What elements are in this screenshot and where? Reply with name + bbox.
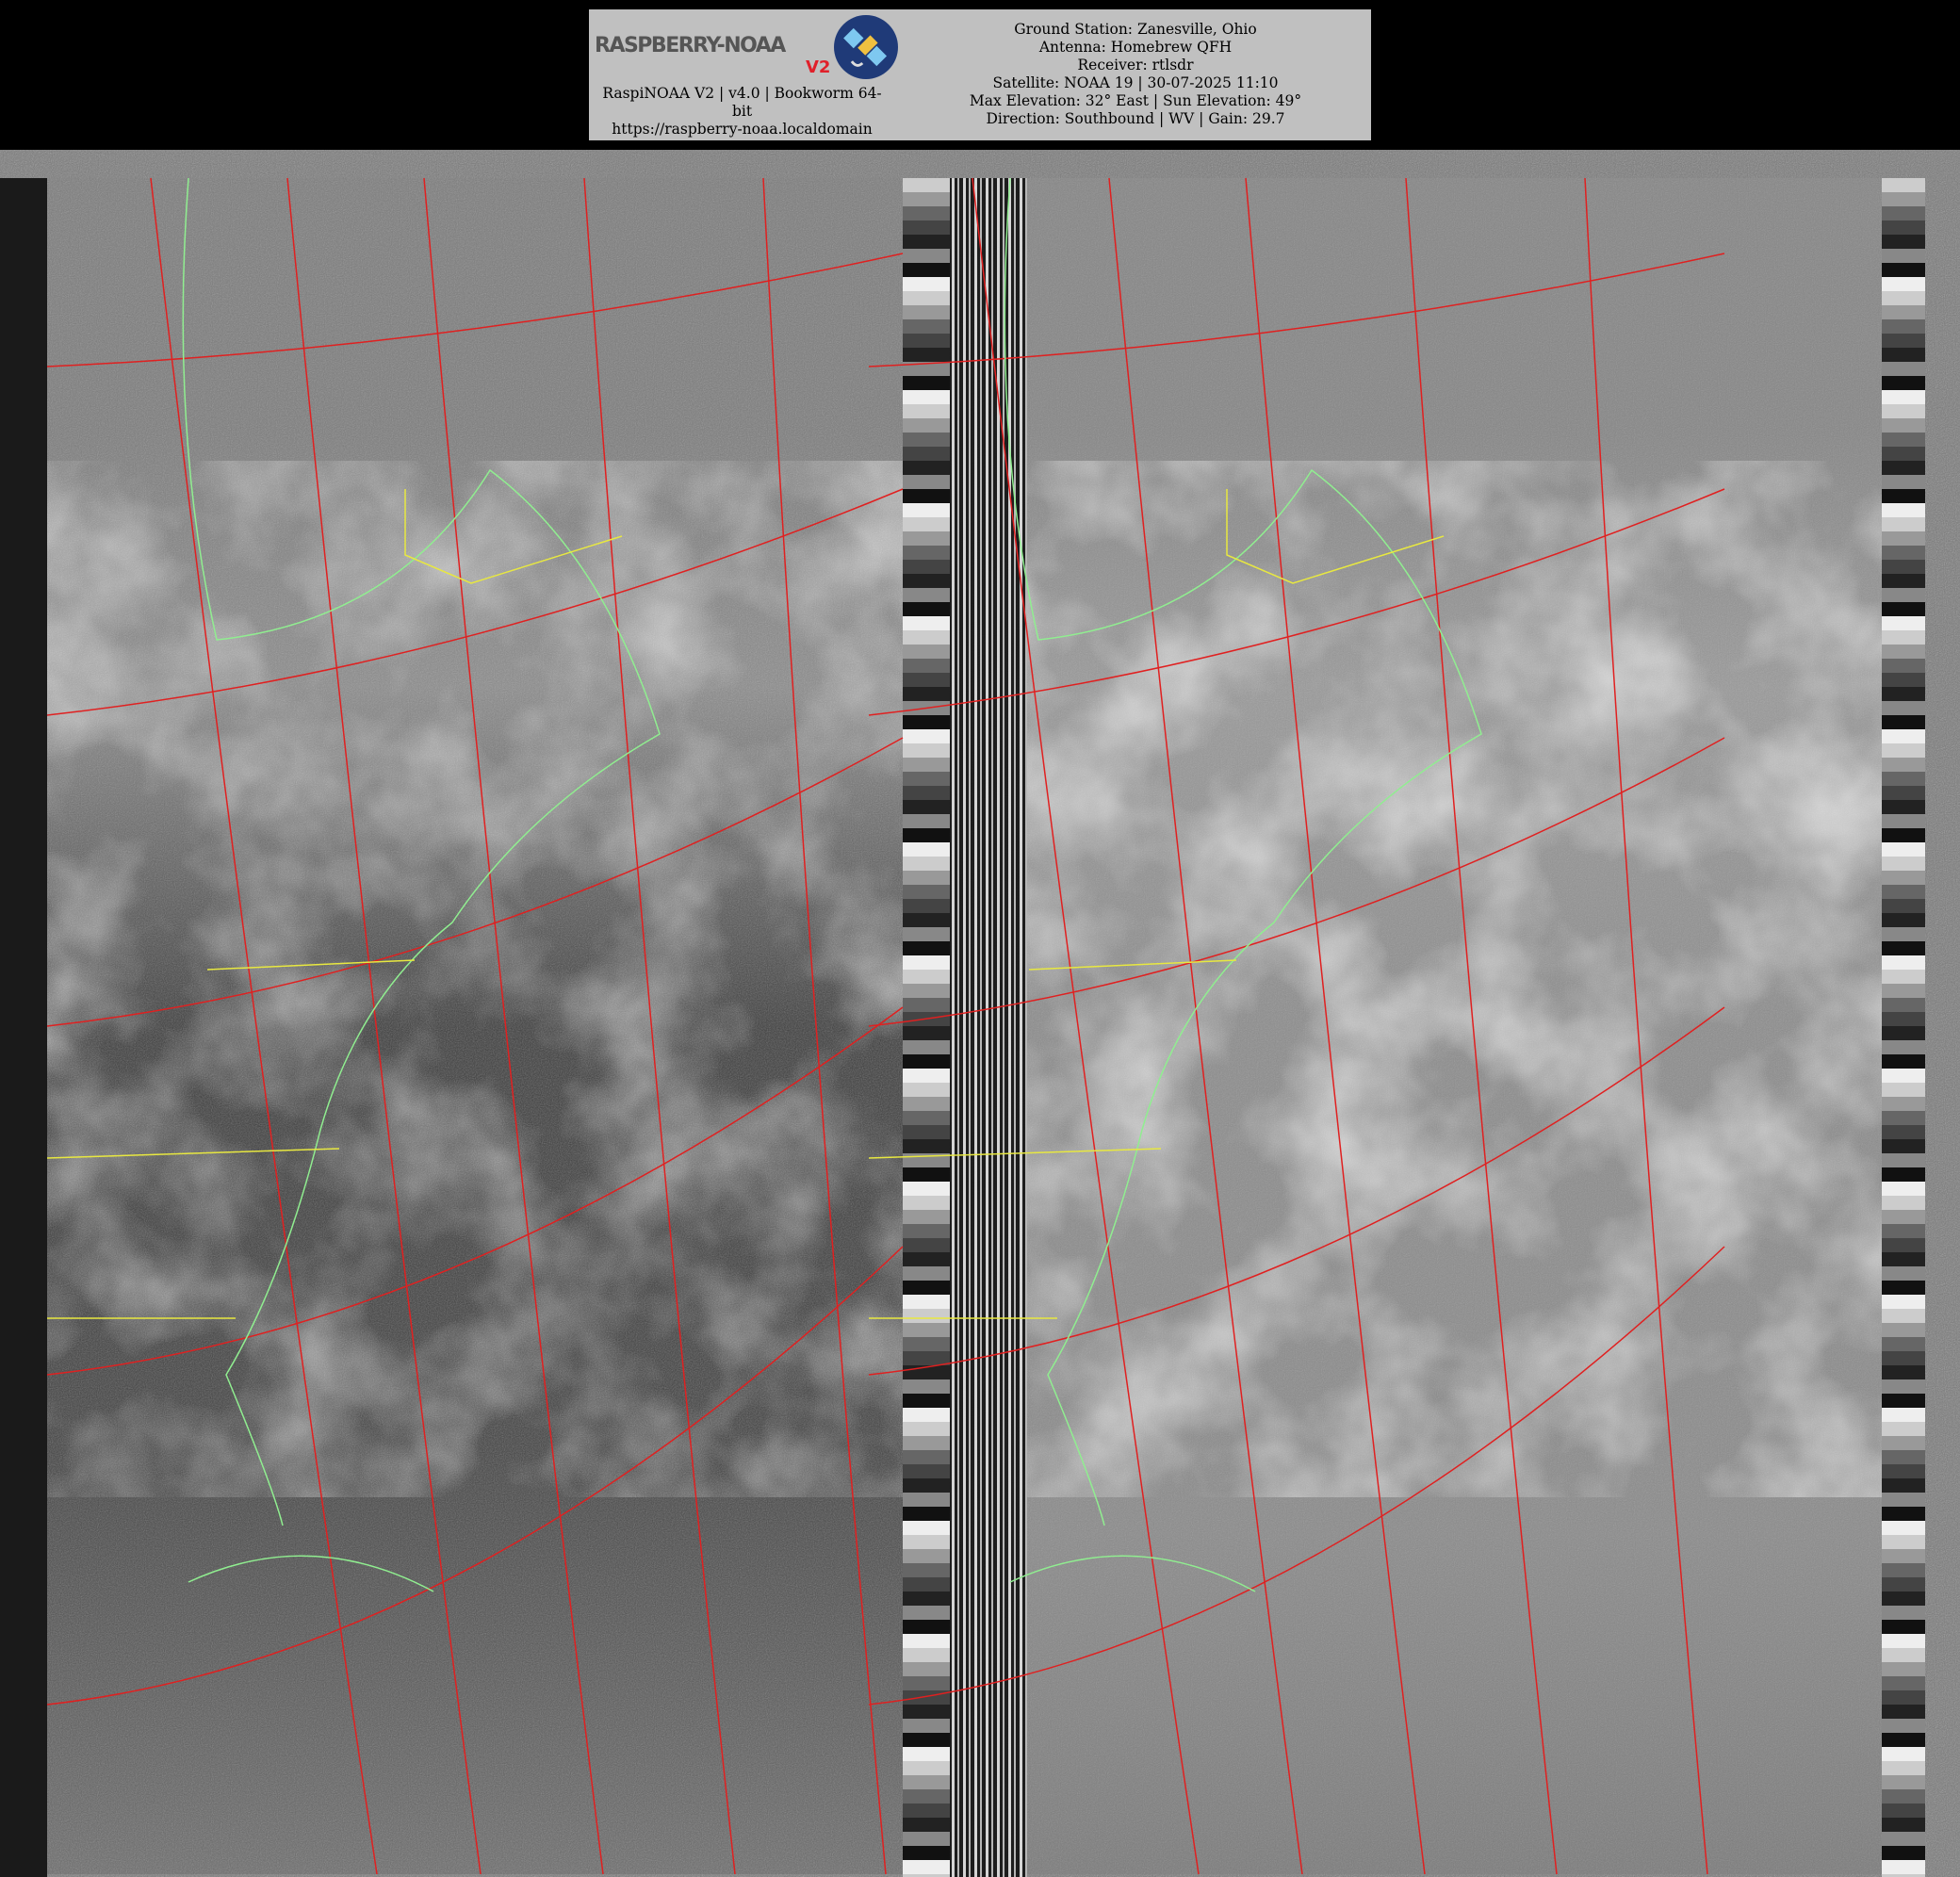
latitude-line — [46, 737, 904, 1027]
coastline — [1004, 177, 1482, 1526]
longitude-line — [972, 177, 1200, 1875]
channel-b-panel — [950, 178, 1925, 1877]
antenna: Antenna: Homebrew QFH — [1038, 39, 1233, 56]
latitude-line — [868, 1246, 1725, 1706]
receiver: Receiver: rtlsdr — [1077, 57, 1194, 73]
latitude-line — [868, 253, 1725, 367]
raspberry-noaa-logo: RASPBERRY-NOAA V2 — [593, 13, 899, 83]
coastline — [1009, 1555, 1256, 1592]
latitude-line — [46, 1006, 904, 1376]
latitude-line — [868, 488, 1725, 716]
coastline — [182, 177, 661, 1526]
border — [868, 959, 1237, 1319]
software-version: RaspiNOAA V2 | v4.0 | Bookworm 64-bit — [602, 85, 882, 120]
longitude-line — [150, 177, 378, 1875]
longitude-line — [583, 177, 736, 1875]
apt-satellite-image — [0, 150, 1960, 1877]
coastline — [188, 1555, 434, 1592]
direction-gain: Direction: Southbound | WV | Gain: 29.7 — [986, 110, 1285, 127]
satellite-time: Satellite: NOAA 19 | 30-07-2025 11:10 — [992, 74, 1279, 91]
latitude-line — [46, 253, 904, 367]
latitude-line — [46, 488, 904, 716]
logo-badge: V2 — [806, 57, 831, 77]
channel-a-panel — [0, 178, 950, 1877]
channel-a-clouds — [47, 461, 903, 1497]
latitude-line — [868, 1006, 1725, 1376]
longitude-line — [1584, 177, 1708, 1875]
border — [1226, 489, 1445, 584]
elevation: Max Elevation: 32° East | Sun Elevation:… — [969, 92, 1302, 109]
longitude-line — [1245, 177, 1426, 1875]
border — [46, 959, 416, 1319]
info-banner: RASPBERRY-NOAA V2 RaspiNOAA V2 | v4.0 | … — [589, 9, 1371, 140]
longitude-line — [1405, 177, 1558, 1875]
ground-station: Ground Station: Zanesville, Ohio — [1014, 21, 1257, 38]
channel-b-clouds — [1027, 461, 1882, 1497]
latitude-line — [868, 737, 1725, 1027]
telemetry-b-bar — [1882, 178, 1925, 1877]
telemetry-a-bar — [903, 178, 950, 1877]
map-overlays — [46, 177, 1725, 1875]
latitude-line — [46, 1246, 904, 1706]
longitude-line — [1108, 177, 1303, 1875]
web-url: https://raspberry-noaa.localdomain — [612, 121, 873, 138]
pass-details: Ground Station: Zanesville, Ohio Antenna… — [905, 21, 1366, 128]
longitude-line — [286, 177, 482, 1875]
sync-a-bar — [0, 178, 47, 1877]
logo-text: RASPBERRY-NOAA — [595, 34, 786, 57]
satellite-icon — [834, 15, 898, 79]
longitude-line — [762, 177, 887, 1875]
border — [404, 489, 623, 584]
longitude-line — [423, 177, 604, 1875]
sync-b-bar — [950, 178, 1027, 1877]
station-software-info: RaspiNOAA V2 | v4.0 | Bookworm 64-bit ht… — [589, 85, 895, 139]
